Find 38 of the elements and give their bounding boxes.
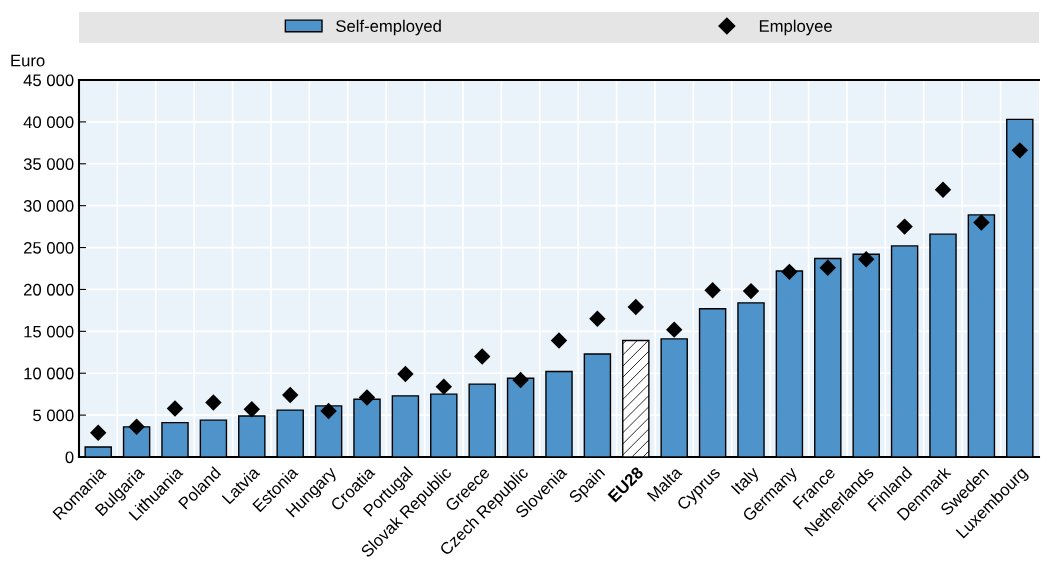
point [627,298,645,316]
point [934,181,952,198]
point [205,394,222,411]
legend-label: Employee [759,19,832,36]
point [665,321,683,338]
point [589,310,606,327]
point [704,282,721,299]
point [166,400,184,417]
y-tick-label: 45 000 [23,74,74,87]
legend-label: Self-employed [336,19,441,36]
point [397,365,414,383]
y-tick-label: 5 000 [33,409,74,422]
point [512,371,529,389]
point [973,214,990,231]
point [358,389,376,406]
point [857,251,875,268]
point [742,282,760,300]
y-tick-label: 20 000 [24,283,74,296]
point [243,401,261,418]
point [781,263,798,281]
point [435,378,453,395]
y-tick-label: 40 000 [23,116,74,129]
point [819,259,837,276]
point [89,424,107,441]
y-tick-label: 10 000 [24,367,74,380]
y-tick-label: 35 000 [23,158,74,170]
point [1011,142,1029,159]
y-axis-title: Euro [11,54,45,67]
y-tick-label: 15 000 [24,325,74,338]
point [896,218,913,235]
y-tick-label: 30 000 [23,200,74,212]
point [320,402,337,420]
point [128,418,145,436]
y-tick-label: 0 [65,451,74,464]
point [281,386,299,404]
point [473,348,491,365]
point [550,332,568,349]
y-tick-label: 25 000 [24,241,74,254]
